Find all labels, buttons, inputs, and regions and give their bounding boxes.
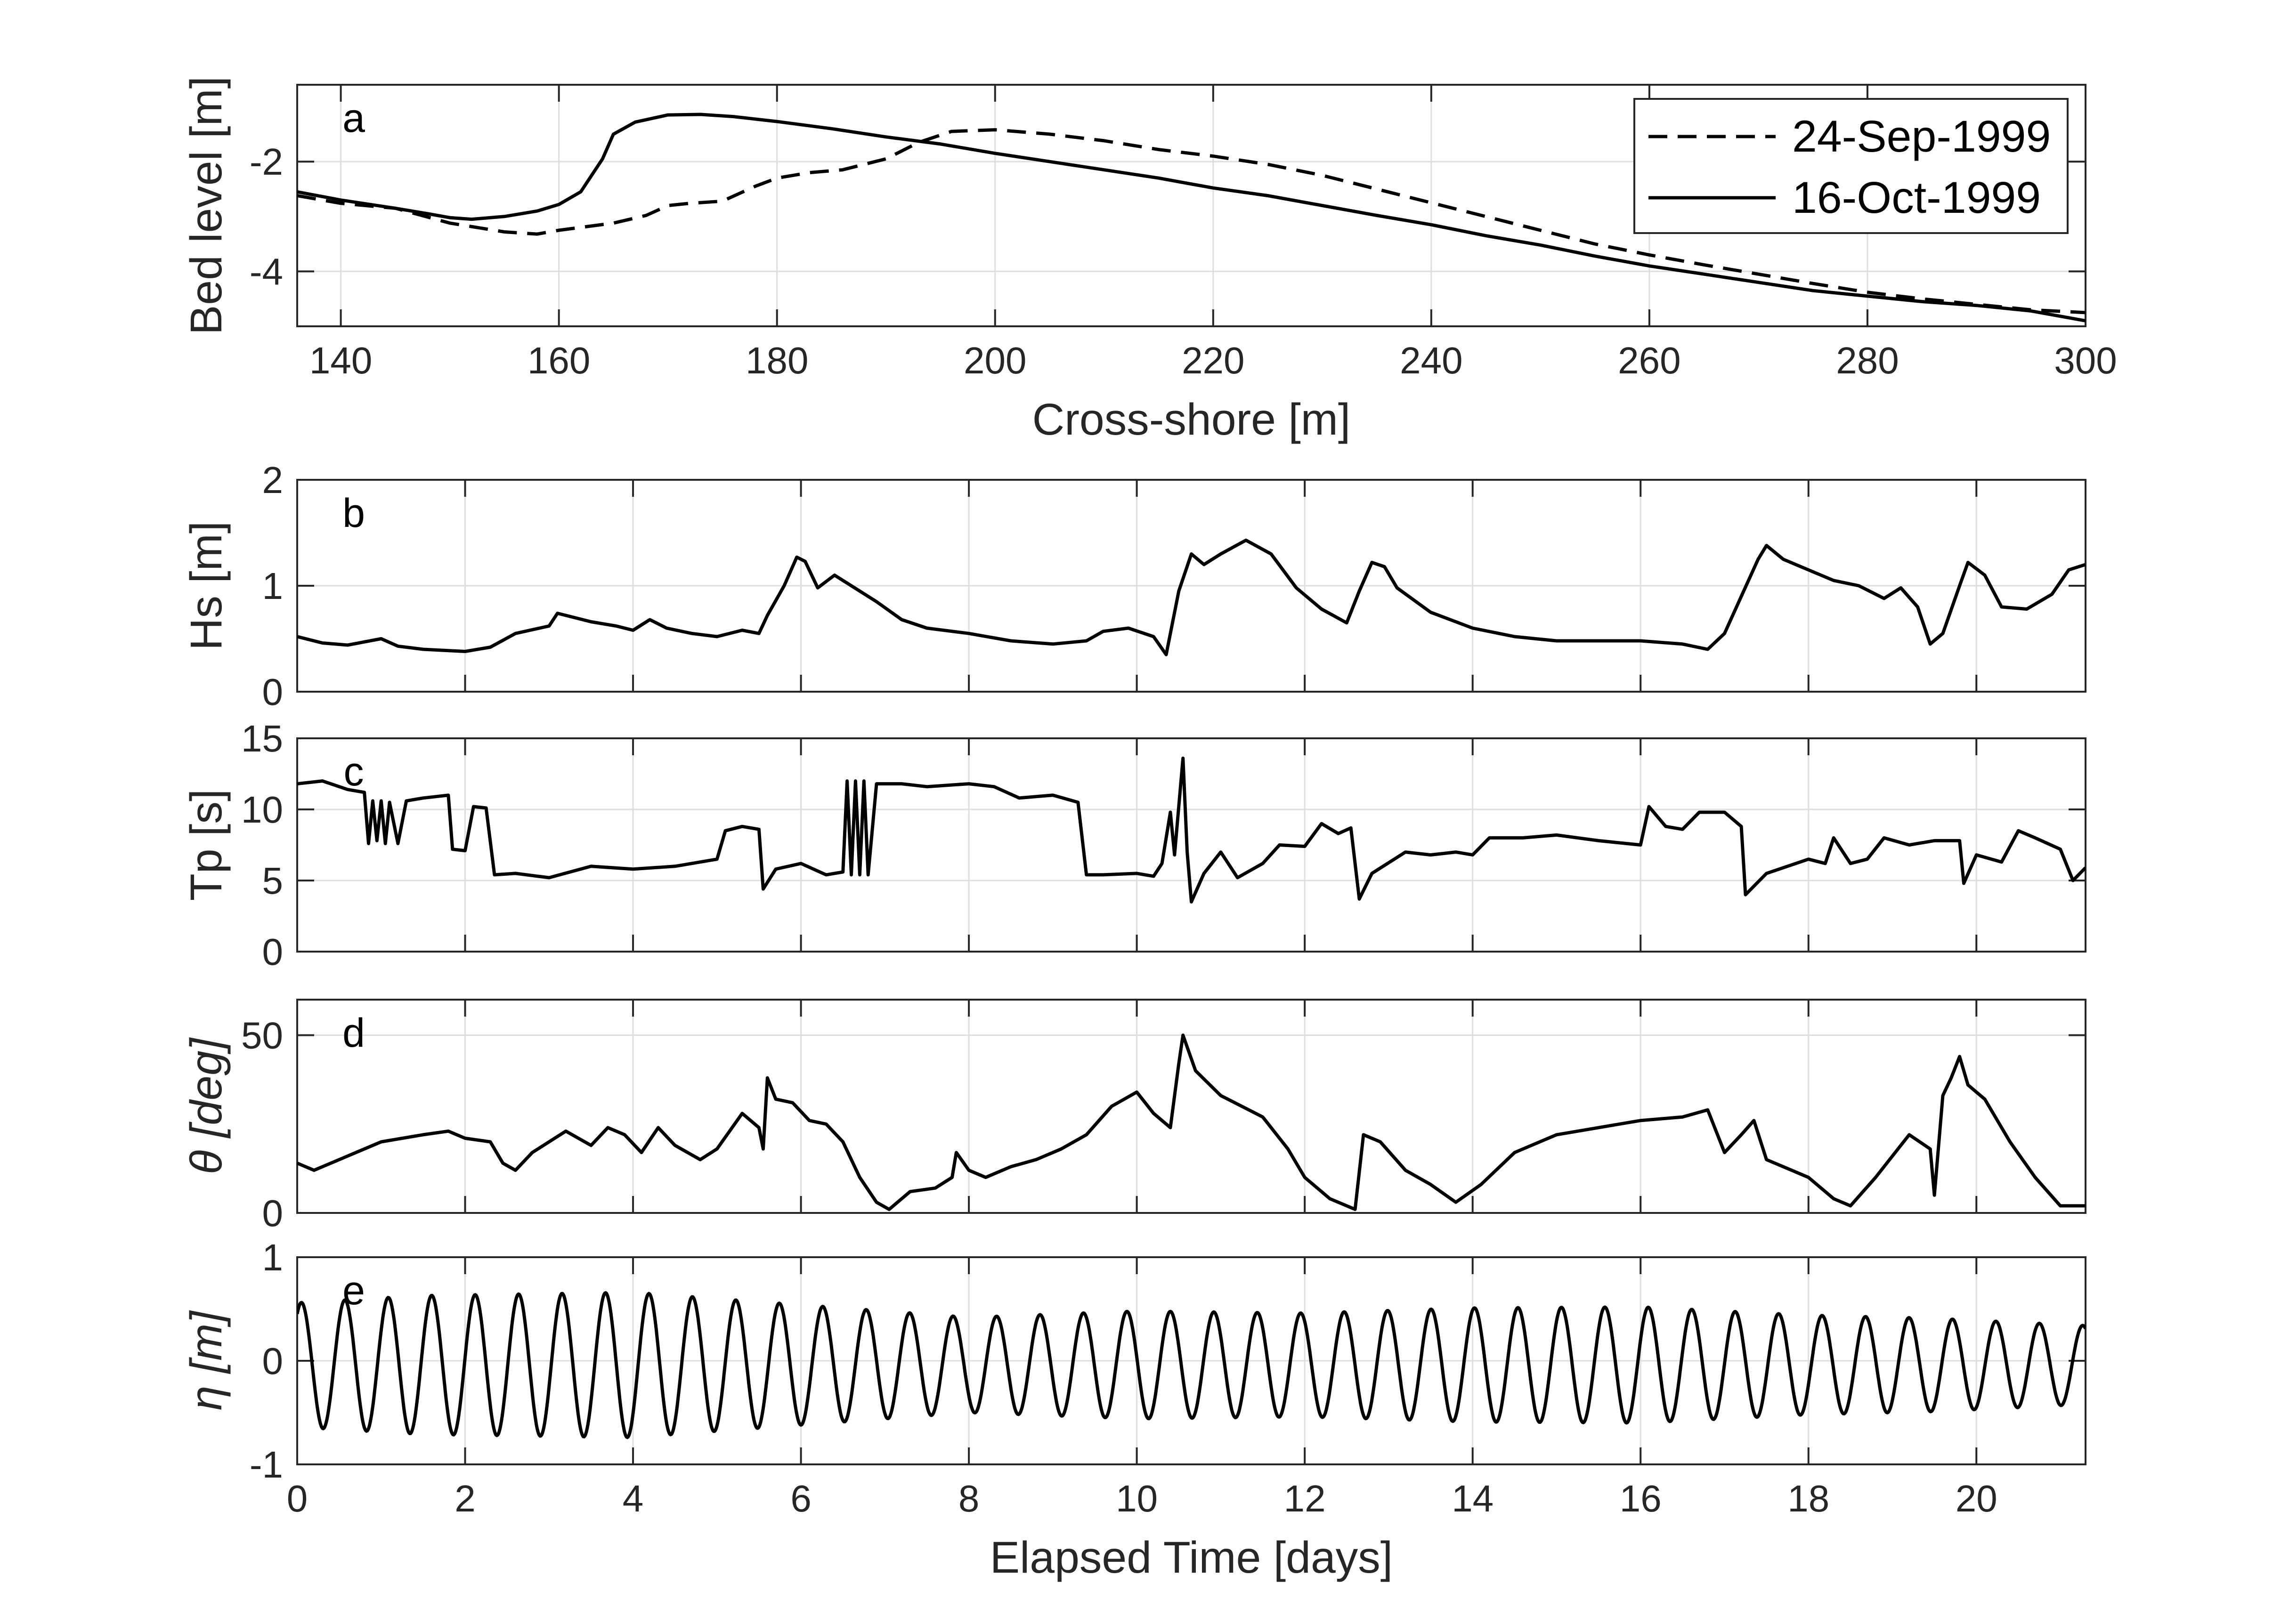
panel-a-series-24-sep-1999 [297, 128, 2086, 315]
panel-e-ytick-label: 1 [262, 1236, 284, 1278]
panel-c-ytick-label: 15 [241, 718, 283, 759]
panel-e-xtick-label: 12 [1284, 1478, 1326, 1519]
panel-b-series-0 [297, 538, 2086, 656]
panel-letter-d: d [342, 1010, 365, 1056]
panel-c-ylabel: Tp [s] [181, 789, 231, 901]
panel-c-series-0 [297, 756, 2086, 904]
panels: 140 160 180 200 220 240 260 280 300-4-2Cross-sho… [181, 76, 2117, 1583]
panel-e-xtick-label: 4 [623, 1478, 644, 1519]
panel-a-ytick-label: -4 [250, 250, 283, 292]
panel-e-xtick-label: 18 [1787, 1478, 1829, 1519]
panel-c-ytick-label: 0 [262, 931, 284, 973]
panel-d-series-0 [297, 1034, 2086, 1211]
panel-a-xtick-label: 300 [2054, 339, 2117, 381]
panel-a-xtick-label: 260 [1618, 339, 1680, 381]
panel-letter-c: c [344, 749, 364, 794]
panel-a: 140 160 180 200 220 240 260 280 300 -4 -2 Cross-sho… [181, 76, 2117, 444]
panel-e-ylabel: η [m] [181, 1310, 231, 1411]
panel-d: 0 50θ [deg] d [181, 999, 2086, 1234]
panel-a-xtick-label: 220 [1182, 339, 1244, 381]
panel-d-axes-box [296, 999, 2086, 1214]
panel-c-ytick-label: 10 [241, 789, 283, 831]
panel-d-ytick-label: 50 [241, 1015, 283, 1057]
panel-c-axes-box [296, 737, 2086, 953]
panel-e-xtick-label: 6 [790, 1478, 812, 1519]
panel-a-xtick-label: 200 [964, 339, 1026, 381]
panel-c-ytick-label: 5 [262, 860, 284, 902]
panel-a-series-16-oct-1999 [297, 113, 2086, 323]
panel-d-ytick-label: 0 [262, 1192, 284, 1234]
panel-a-xtick-label: 280 [1836, 339, 1899, 381]
panel-e-xtick-label: 14 [1452, 1478, 1494, 1519]
panel-e-ytick-label: -1 [250, 1444, 283, 1486]
legend-entry-0: 24-Sep-1999 [1792, 112, 2051, 162]
panel-letter-e: e [342, 1268, 365, 1313]
panel-e-xtick-label: 16 [1620, 1478, 1662, 1519]
panel-e-xtick-label: 8 [958, 1478, 980, 1519]
legend-box [1633, 98, 2069, 234]
panel-a-xtick-label: 140 [309, 339, 372, 381]
panel-e-xtick-label: 2 [455, 1478, 476, 1519]
panel-a-xtick-label: 240 [1400, 339, 1462, 381]
panel-d-ylabel: θ [deg] [181, 1037, 231, 1174]
panel-a-axes-box [296, 84, 2086, 327]
panel-b-ytick-label: 0 [262, 671, 284, 713]
panel-b-ylabel: Hs [m] [181, 521, 231, 650]
panel-a-ylabel: Bed level [m] [181, 76, 231, 335]
panel-b-ytick-label: 1 [262, 565, 284, 607]
panel-b-ytick-label: 2 [262, 459, 284, 501]
panel-letter-b: b [342, 491, 365, 536]
legend: 24-Sep-1999 16-Oct-1999 [1633, 98, 2069, 234]
panel-a-xtick-label: 160 [528, 339, 590, 381]
panel-e-xtick-label: 10 [1116, 1478, 1158, 1519]
panel-e-xlabel: Elapsed Time [days] [990, 1533, 1393, 1583]
panel-e-ytick-label: 0 [262, 1340, 284, 1382]
panel-e-xtick-label: 0 [287, 1478, 308, 1519]
panel-b: 0 1 2 Hs [m] b [181, 459, 2086, 713]
panel-e-tide-series [297, 1291, 2086, 1439]
panel-a-xtick-label: 180 [746, 339, 808, 381]
panel-e-xtick-label: 20 [1956, 1478, 1997, 1519]
panel-letter-a: a [342, 96, 365, 141]
panel-a-xlabel: Cross-shore [m] [1032, 395, 1351, 444]
legend-entry-1: 16-Oct-1999 [1792, 173, 2041, 223]
panel-a-ytick-label: -2 [250, 141, 283, 183]
